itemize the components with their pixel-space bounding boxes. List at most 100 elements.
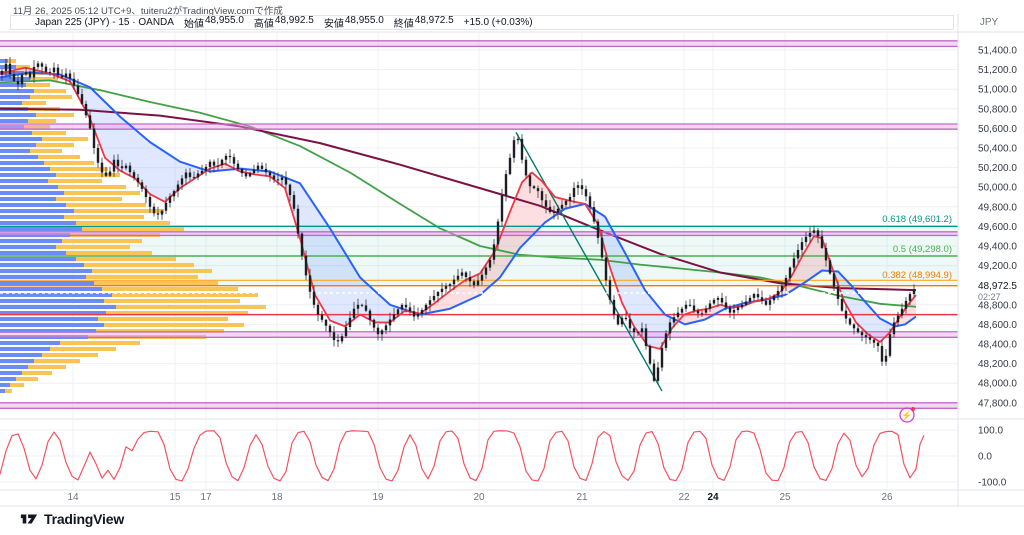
tradingview-logo[interactable]: TradingView: [20, 511, 124, 527]
volume-profile-row-sell: [22, 371, 52, 375]
volume-profile-row-buy: [0, 83, 26, 87]
volume-profile-row-sell: [28, 119, 56, 123]
volume-profile-row-sell: [30, 149, 62, 153]
volume-profile-row-sell: [36, 113, 74, 117]
volume-profile-row-buy: [0, 287, 102, 291]
price-axis-label: 51,200.0: [978, 65, 1017, 76]
volume-profile-row-sell: [42, 137, 88, 141]
price-axis-label: 50,800.0: [978, 104, 1017, 115]
volume-profile-row-sell: [112, 293, 258, 297]
bar-countdown: 02:27: [978, 292, 1001, 302]
volume-profile-row-sell: [8, 59, 16, 63]
fib-label-0382[interactable]: 0.382 (48,994.9): [882, 270, 952, 281]
volume-profile-row-buy: [0, 113, 36, 117]
ribbon-fill-blue: [588, 205, 676, 349]
ohlc-low: 安値 48,955.0: [323, 15, 384, 30]
volume-profile-row-buy: [0, 251, 66, 255]
time-axis-label: 15: [169, 492, 181, 503]
ma-ribbon-fill: [0, 67, 916, 349]
ribbon-fill-blue: [236, 168, 412, 326]
volume-profile-row-buy: [0, 149, 30, 153]
volume-profile-row-buy: [0, 131, 32, 135]
volume-profile-row-sell: [30, 77, 58, 81]
band-fill[interactable]: [0, 331, 958, 338]
price-axis-label: 51,400.0: [978, 46, 1017, 57]
volume-profile-row-buy: [0, 125, 24, 129]
time-axis[interactable]: 14 15 17 18 19 20 21 22 24 25 26: [67, 492, 893, 503]
volume-profile-row-buy: [0, 227, 82, 231]
volume-profile-row-buy: [0, 353, 42, 357]
fib-label-05[interactable]: 0.5 (49,298.0): [892, 244, 952, 255]
last-price-badge[interactable]: 48,972.5 02:27: [978, 281, 1017, 303]
volume-profile-row-sell: [36, 143, 74, 147]
volume-profile-row-buy: [0, 377, 16, 381]
volume-profile-row-buy: [0, 245, 56, 249]
volume-profile-row-sell: [84, 263, 194, 267]
band-fill[interactable]: [0, 402, 958, 409]
symbol-title[interactable]: Japan 225 (JPY) - 15 · OANDA: [35, 17, 174, 28]
volume-profile-row-buy: [0, 143, 36, 147]
volume-profile-row-sell: [92, 269, 212, 273]
tradingview-logo-icon: [20, 514, 38, 524]
notification-dot: [911, 407, 915, 411]
chart-created-caption: 11月 26, 2025 05:12 UTC+9、tuiteru2がTradin…: [13, 6, 283, 17]
ohlc-open: 始値 48,955.0: [183, 15, 244, 30]
price-axis-label: 47,800.0: [978, 398, 1017, 409]
osc-axis-label: -100.0: [978, 478, 1007, 489]
volume-profile-row-sell: [66, 203, 146, 207]
volume-profile-row-sell: [44, 161, 94, 165]
band-fill[interactable]: [0, 123, 958, 130]
volume-profile-row-sell: [42, 353, 98, 357]
time-axis-label: 26: [881, 492, 893, 503]
volume-profile-row-buy: [0, 275, 86, 279]
currency-label: JPY: [979, 17, 999, 28]
volume-profile-row-buy: [0, 71, 24, 75]
time-axis-label: 14: [67, 492, 79, 503]
volume-profile-row-sell: [26, 83, 50, 87]
price-axis-label: 49,800.0: [978, 202, 1017, 213]
volume-profile-row-sell: [34, 359, 80, 363]
volume-profile-row-buy: [0, 347, 50, 351]
volume-profile-row-sell: [106, 311, 248, 315]
volume-profile-row-sell: [16, 377, 38, 381]
fib-label-0618[interactable]: 0.618 (49,601.2): [882, 214, 952, 225]
price-axis-label: 50,400.0: [978, 144, 1017, 155]
volume-profile-row-sell: [24, 125, 50, 129]
volume-profile-row-buy: [0, 383, 10, 387]
band-fill[interactable]: [0, 40, 958, 47]
volume-profile-row-sell: [104, 323, 244, 327]
volume-profile-row-sell: [56, 173, 120, 177]
volume-profile-row-sell: [38, 155, 80, 159]
volume-profile-row-buy: [0, 389, 5, 393]
volume-profile-row-buy: [0, 89, 34, 93]
volume-profile-row-buy: [0, 305, 116, 309]
flash-marker[interactable]: ⚡: [899, 407, 915, 423]
volume-profile-row-buy: [0, 59, 8, 63]
trendline[interactable]: [515, 131, 663, 392]
oscillator-pane: [0, 430, 925, 482]
volume-profile-row-sell: [50, 347, 116, 351]
price-axis[interactable]: 51,400.0 51,200.0 51,000.0 50,800.0 50,600.0…: [978, 46, 1017, 489]
volume-profile-row-buy: [0, 311, 106, 315]
time-axis-label: 24: [707, 492, 719, 503]
volume-profile-row-buy: [0, 101, 22, 105]
volume-profile-row-sell: [56, 197, 122, 201]
blue-ma: [0, 71, 917, 328]
volume-profile-row-sell: [98, 317, 228, 321]
price-axis-label: 49,200.0: [978, 261, 1017, 272]
volume-profile-row-buy: [0, 185, 58, 189]
price-axis-label: 50,200.0: [978, 163, 1017, 174]
change-value: +15.0 (+0.03%): [463, 17, 533, 28]
band-fill[interactable]: [0, 231, 958, 236]
ribbon-fill-blue: [52, 73, 204, 202]
symbol-legend-bar[interactable]: Japan 225 (JPY) - 15 · OANDA 始値 48,955.0 …: [10, 15, 954, 30]
volume-profile-row-sell: [76, 221, 170, 225]
volume-profile-row-buy: [0, 179, 48, 183]
price-axis-label: 48,400.0: [978, 340, 1017, 351]
volume-profile-row-sell: [60, 341, 140, 345]
price-axis-label: 50,000.0: [978, 183, 1017, 194]
volume-profile-row-buy: [0, 119, 28, 123]
maroon-ma: [0, 107, 917, 292]
volume-profile-row-buy: [0, 65, 16, 69]
